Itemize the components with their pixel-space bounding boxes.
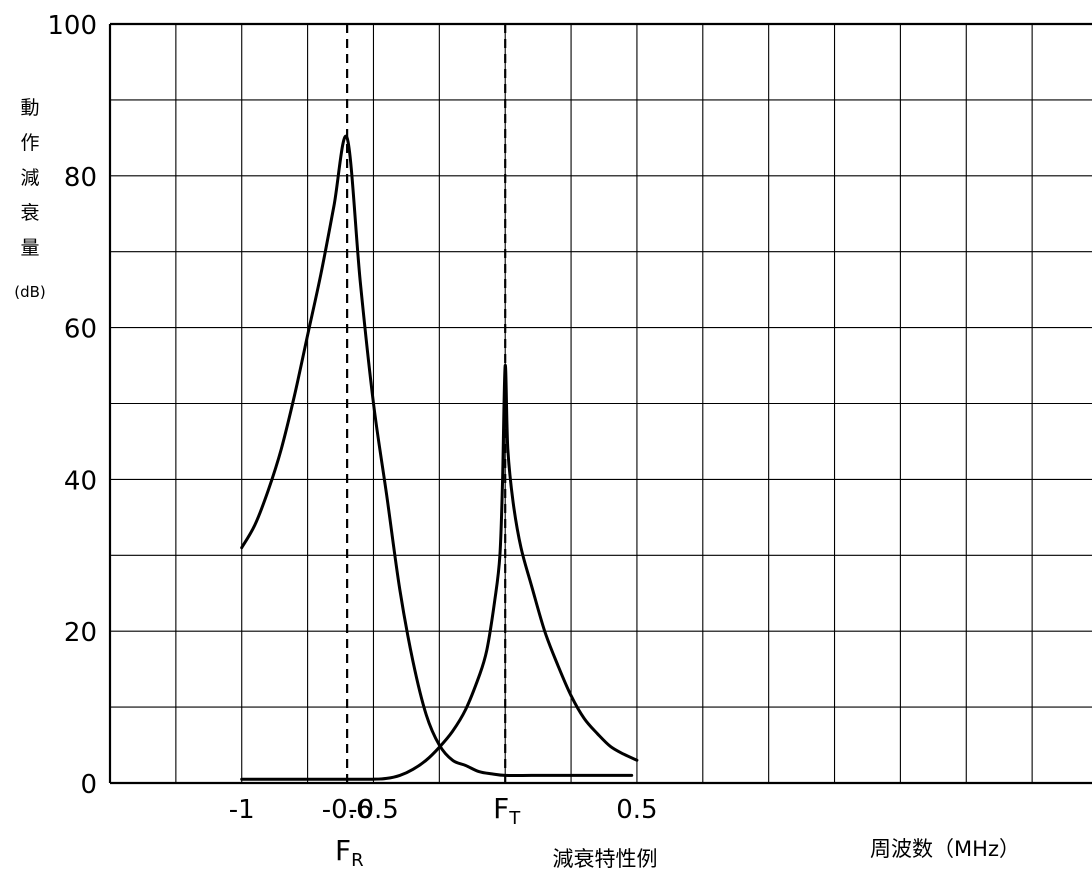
y-tick-label: 100 — [47, 11, 97, 41]
series-line — [240, 363, 639, 781]
marker-label: F — [493, 792, 509, 825]
y-tick-label: 80 — [64, 163, 97, 193]
y-tick-label: 20 — [64, 618, 97, 648]
series-line — [240, 134, 634, 778]
chart-curves — [240, 134, 639, 781]
x-tick-label: -0.5 — [348, 795, 399, 825]
marker-label: F — [335, 834, 351, 867]
x-tick-label: 0.5 — [616, 795, 657, 825]
y-axis-unit: (dB) — [14, 283, 46, 301]
y-axis-label-char: 量 — [20, 237, 39, 259]
y-tick-label: 60 — [64, 315, 97, 345]
y-tick-label: 0 — [80, 770, 97, 800]
x-tick-label: -1 — [229, 795, 255, 825]
marker-subscript: R — [351, 850, 364, 871]
y-axis-label-char: 減 — [20, 167, 39, 189]
y-axis-label-char: 作 — [20, 132, 39, 154]
x-axis-label: 周波数（MHz） — [870, 837, 1020, 861]
y-axis-label-char: 動 — [20, 97, 39, 119]
y-axis-label-char: 衰 — [20, 202, 39, 224]
x-tick-labels: -1 -0.6-0.5 0.5 — [229, 795, 658, 825]
marker-subscript: T — [508, 808, 521, 829]
y-tick-labels: 0 20 40 60 80 100 — [47, 11, 97, 800]
y-tick-label: 40 — [64, 466, 97, 496]
marker-labels: F RF T — [335, 792, 521, 871]
chart-grid — [108, 22, 1092, 785]
x-tick-label: -0.6 — [322, 795, 373, 825]
chart-caption: 減衰特性例 — [553, 847, 658, 871]
